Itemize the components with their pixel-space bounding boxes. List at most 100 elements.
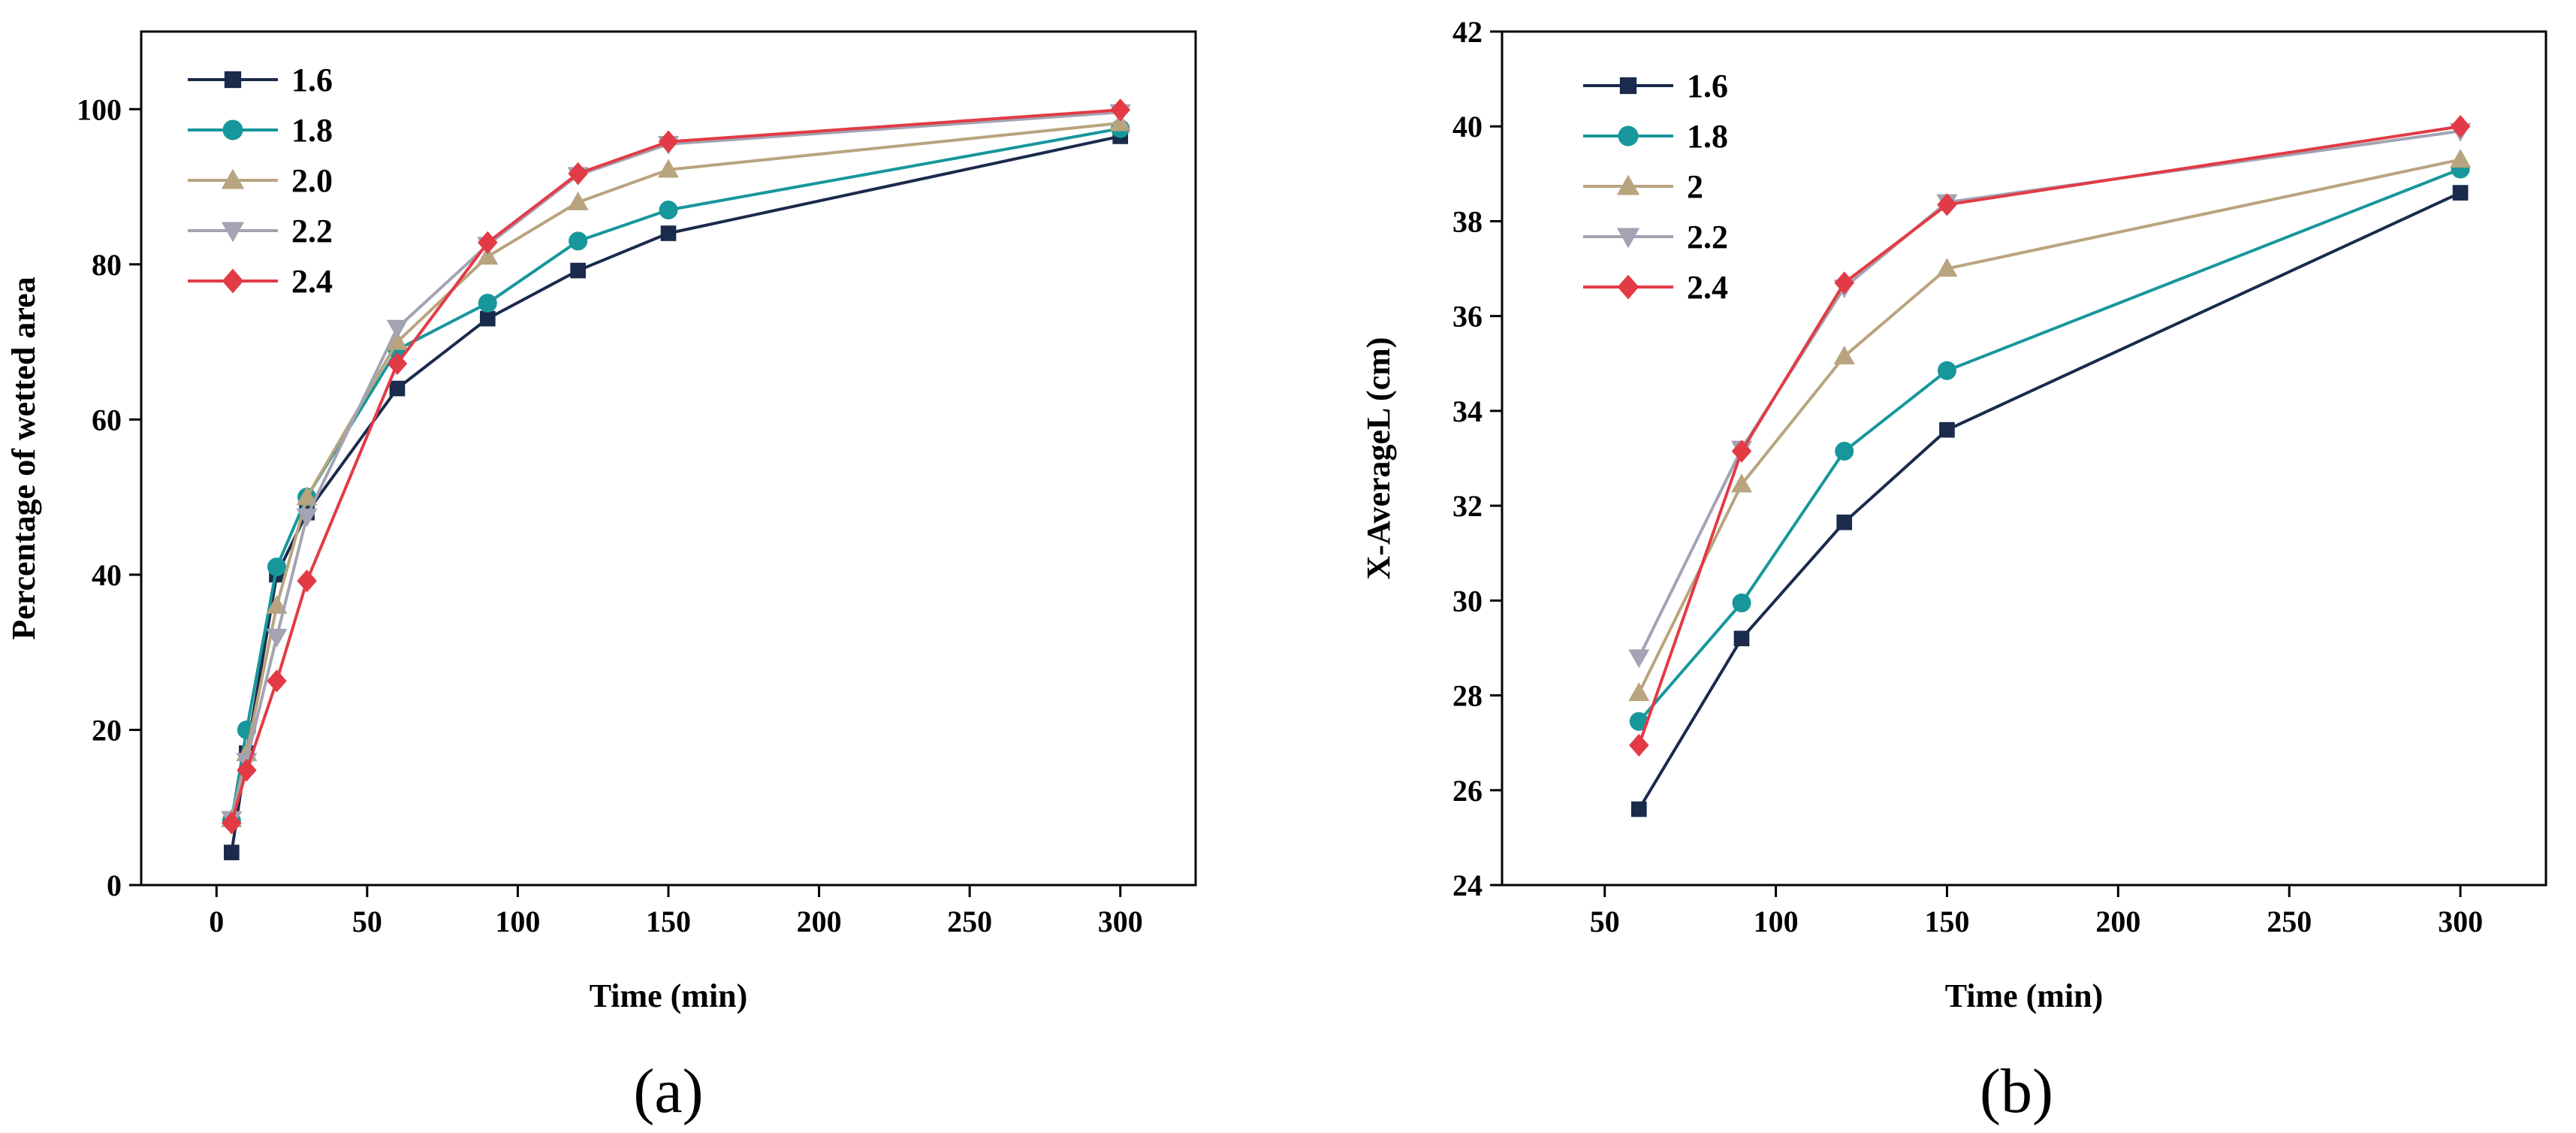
data-point-2 <box>1833 346 1855 365</box>
data-point-2.2 <box>386 319 409 339</box>
chart-panel-a: 0 50 100 150 200 250 300 0 20 40 60 80 100 Time (min)… <box>5 30 1197 1126</box>
legend-marker-2.0 <box>221 168 245 189</box>
data-point-2.4 <box>237 758 257 782</box>
x-tick-label: 250 <box>2267 905 2312 938</box>
data-point-2 <box>2450 149 2472 168</box>
legend-marker-1.8 <box>222 119 243 140</box>
legend-label-1.8: 1.8 <box>1687 118 1728 155</box>
y-tick-label: 20 <box>92 713 122 747</box>
x-tick-label: 300 <box>1098 905 1143 938</box>
series-line-2.2 <box>230 110 1121 820</box>
legend-marker-1.8 <box>1618 125 1639 147</box>
y-tick-label: 26 <box>1452 774 1483 808</box>
y-axis-title: X-AverageL (cm) <box>1360 337 1397 580</box>
legend-label-2.4: 2.4 <box>291 263 333 300</box>
y-tick-label: 36 <box>1452 300 1483 334</box>
data-point-2.2 <box>266 628 288 648</box>
x-tick-label: 200 <box>2095 905 2140 938</box>
legend-label-1.6: 1.6 <box>291 62 333 98</box>
y-tick-label: 60 <box>92 403 122 437</box>
y-tick-label: 0 <box>107 869 122 902</box>
data-point-2 <box>1936 258 1958 277</box>
data-point-1.6 <box>224 844 240 860</box>
data-point-2.4 <box>222 811 242 835</box>
series-line-2.2 <box>1637 129 2461 658</box>
series-line-1.8 <box>1637 168 2461 723</box>
data-point-1.6 <box>570 262 586 279</box>
legend-label-2.2: 2.2 <box>1687 219 1728 255</box>
series-line-1.6 <box>230 134 1121 853</box>
y-tick-label: 34 <box>1452 394 1483 428</box>
legend-marker-2.2 <box>221 222 245 243</box>
x-axis-title: Time (min) <box>1945 977 2104 1014</box>
legend-marker-1.6 <box>1619 77 1637 95</box>
data-point-1.6 <box>1939 421 1955 438</box>
legend-label-2: 2 <box>1687 168 1703 205</box>
y-tick-label: 32 <box>1452 489 1483 523</box>
data-point-1.8 <box>1835 442 1854 461</box>
data-point-2.4 <box>387 352 408 376</box>
data-point-2.4 <box>568 162 588 186</box>
data-point-2.0 <box>657 159 680 178</box>
data-point-2.4 <box>1629 733 1649 757</box>
data-point-2.4 <box>658 130 679 153</box>
data-point-2.0 <box>567 191 589 210</box>
y-axis-title: Percentage of wetted area <box>5 276 42 639</box>
y-tick-label: 100 <box>77 92 122 126</box>
legend-marker-2.4 <box>222 268 244 294</box>
data-point-2.4 <box>267 669 287 693</box>
data-point-1.8 <box>267 557 287 577</box>
data-point-1.6 <box>389 380 406 397</box>
data-point-2.2 <box>296 508 318 527</box>
legend-label-2.2: 2.2 <box>291 213 333 249</box>
x-tick-label: 150 <box>1924 905 1969 938</box>
data-point-2 <box>1730 473 1753 493</box>
y-tick-label: 42 <box>1452 15 1483 49</box>
panel-caption: (b) <box>1980 1056 2053 1126</box>
legend-label-2.4: 2.4 <box>1687 269 1728 306</box>
x-tick-label: 200 <box>797 905 842 938</box>
chart-panel-b: 50 100 150 200 250 300 24 26 28 30 32 34 36 38 40 42 Tim… <box>1360 15 2547 1126</box>
data-point-2.4 <box>2450 115 2471 138</box>
x-tick-label: 250 <box>947 905 992 938</box>
legend-marker-2.2 <box>1616 228 1640 249</box>
data-point-1.6 <box>1630 801 1647 817</box>
data-point-1.6 <box>479 310 496 327</box>
legend-marker-1.6 <box>224 71 242 89</box>
data-point-2 <box>1628 682 1650 702</box>
data-point-1.6 <box>2452 185 2469 201</box>
data-point-2.4 <box>297 570 317 593</box>
data-point-1.6 <box>660 225 677 241</box>
legend-label-1.6: 1.6 <box>1687 68 1728 104</box>
data-point-1.8 <box>659 201 678 220</box>
series-line-2.4 <box>230 108 1121 823</box>
plot-frame <box>1501 30 2547 887</box>
x-tick-label: 0 <box>209 905 224 938</box>
data-point-2.4 <box>478 231 498 255</box>
series-line-2.4 <box>1637 125 2461 746</box>
data-point-2.0 <box>296 486 318 506</box>
data-point-1.8 <box>1937 361 1956 380</box>
y-tick-label: 38 <box>1452 204 1483 238</box>
series-line-1.6 <box>1637 191 2461 811</box>
y-tick-label: 30 <box>1452 584 1483 618</box>
data-point-2.4 <box>1731 440 1752 463</box>
panel-caption: (a) <box>633 1056 703 1126</box>
y-tick-label: 40 <box>92 558 122 592</box>
legend-label-2.0: 2.0 <box>291 162 333 199</box>
data-point-2.4 <box>1834 271 1855 295</box>
legend-marker-2.4 <box>1617 274 1639 300</box>
x-tick-label: 100 <box>495 905 540 938</box>
x-tick-label: 50 <box>1590 905 1620 938</box>
data-point-1.6 <box>1733 630 1750 647</box>
legend-marker-2 <box>1616 174 1640 195</box>
x-tick-label: 100 <box>1754 905 1799 938</box>
y-tick-label: 40 <box>1452 110 1483 144</box>
y-tick-label: 24 <box>1452 869 1483 902</box>
legend-label-1.8: 1.8 <box>291 112 333 149</box>
y-tick-label: 28 <box>1452 679 1483 713</box>
x-tick-label: 150 <box>646 905 691 938</box>
data-point-1.8 <box>569 231 588 251</box>
data-point-1.8 <box>1732 593 1751 612</box>
